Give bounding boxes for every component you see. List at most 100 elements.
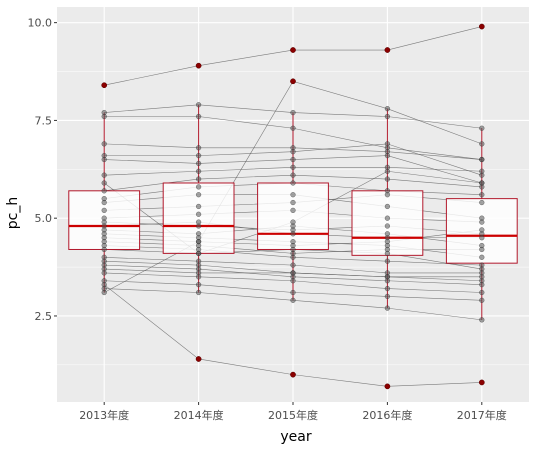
outlier-point (195, 356, 202, 362)
data-point (195, 113, 202, 120)
data-point (195, 145, 202, 151)
data-point (384, 285, 391, 292)
x-tick-label: 2015年度 (268, 408, 318, 422)
data-point (290, 219, 296, 225)
data-point (290, 278, 296, 284)
data-point (195, 168, 202, 174)
data-point (101, 207, 107, 214)
data-point (195, 192, 202, 198)
data-point (101, 172, 107, 178)
point-layer (101, 23, 485, 390)
data-point (290, 289, 296, 296)
data-point (290, 164, 296, 170)
y-tick-label: 5.0 (35, 212, 53, 225)
data-point (195, 274, 202, 280)
data-point (101, 180, 107, 186)
data-point (479, 317, 485, 323)
outlier-point (290, 371, 296, 378)
data-point (290, 297, 296, 303)
data-point (101, 156, 107, 163)
data-point (195, 160, 202, 167)
data-point (195, 102, 202, 108)
data-point (479, 141, 485, 147)
data-point (479, 168, 485, 174)
data-point (195, 289, 202, 296)
axis-layer: 2.5 5.0 7.5 10.0 2013年度 2014年度 2015年度 2016年度 201… (28, 17, 507, 422)
data-point (195, 250, 202, 257)
y-tick-label: 2.5 (35, 310, 53, 323)
data-point (290, 262, 296, 268)
y-tick-label: 10.0 (28, 17, 53, 30)
data-point (290, 172, 296, 178)
data-point (290, 192, 296, 198)
data-point (290, 254, 296, 260)
data-point (195, 176, 202, 182)
data-point (290, 125, 296, 131)
data-point (195, 152, 202, 159)
data-point (384, 258, 391, 264)
data-point (384, 168, 391, 174)
data-point (101, 113, 107, 120)
outlier-point (478, 379, 485, 386)
data-point (290, 156, 296, 163)
data-point (101, 282, 107, 288)
data-point (101, 188, 107, 194)
data-point (290, 109, 296, 116)
data-point (384, 141, 391, 147)
data-point (384, 274, 391, 280)
outlier-point (384, 47, 391, 53)
data-point (195, 282, 202, 288)
data-point (290, 199, 296, 206)
data-point (290, 149, 296, 155)
data-point (290, 270, 296, 276)
data-point (195, 239, 202, 245)
outlier-point (290, 47, 296, 53)
data-point (384, 106, 391, 112)
data-point (101, 289, 107, 296)
data-point (384, 192, 391, 198)
data-point (384, 113, 391, 120)
data-point (195, 203, 202, 210)
outlier-point (478, 23, 485, 30)
data-point (384, 239, 391, 245)
data-point (384, 305, 391, 311)
outlier-point (384, 383, 391, 390)
data-point (384, 152, 391, 159)
data-point (479, 289, 485, 296)
data-point (384, 250, 391, 257)
data-point (290, 246, 296, 253)
data-point (384, 223, 391, 229)
data-point (384, 293, 391, 300)
data-point (290, 180, 296, 186)
y-axis-title: pc_h (5, 197, 21, 229)
data-point (195, 219, 202, 225)
data-point (479, 282, 485, 288)
data-point (479, 199, 485, 206)
data-point (479, 297, 485, 303)
x-tick-label: 2013年度 (79, 408, 129, 422)
x-tick-label: 2016年度 (362, 408, 412, 422)
data-point (479, 274, 485, 280)
data-point (479, 227, 485, 233)
data-point (479, 219, 485, 225)
x-tick-label: 2017年度 (457, 408, 507, 422)
data-point (479, 246, 485, 253)
data-point (101, 246, 107, 253)
data-point (479, 235, 485, 241)
outlier-point (290, 78, 296, 85)
data-point (479, 254, 485, 260)
data-point (479, 180, 485, 186)
data-point (195, 211, 202, 217)
y-tick-label: 7.5 (35, 114, 53, 127)
outlier-point (101, 82, 108, 89)
data-point (195, 184, 202, 190)
data-point (384, 231, 391, 237)
outlier-point (195, 62, 202, 69)
data-point (479, 156, 485, 163)
data-point (101, 270, 107, 276)
data-point (479, 192, 485, 198)
data-point (384, 176, 391, 182)
x-tick-label: 2014年度 (174, 408, 224, 422)
data-point (479, 125, 485, 131)
